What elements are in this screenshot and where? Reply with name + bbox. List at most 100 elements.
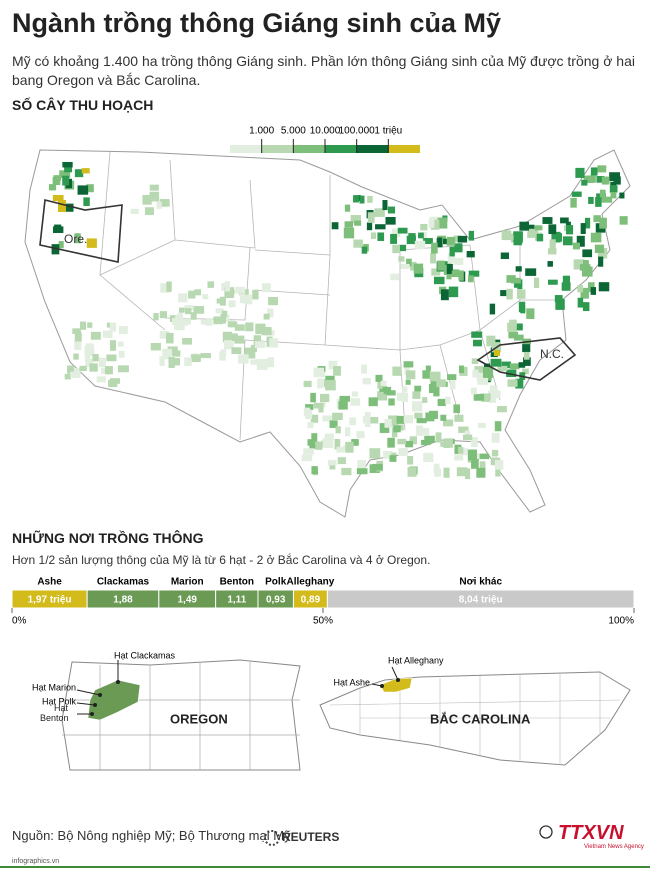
county-shade [334,439,341,450]
county-shade [593,215,601,223]
county-shade [335,426,341,434]
county-shade [235,286,246,294]
county-shade [92,354,99,362]
county-shade [588,175,596,183]
county-shade [507,379,518,387]
county-shade [595,197,602,207]
county-shade [383,450,393,459]
county-shade [549,239,556,250]
county-shade [425,412,435,422]
county-shade [500,252,510,260]
county-shade [393,425,401,433]
county-shade [579,264,591,271]
county-shade [421,232,427,240]
county-shade [301,454,313,462]
county-shade [454,444,462,454]
county-shade [447,253,456,264]
county-shade [357,460,366,469]
county-shade [503,235,514,241]
copyright-mark [539,825,553,839]
county-shade [303,448,314,455]
county-shade [409,436,417,445]
county-shade [401,392,409,402]
county-shade [193,306,205,314]
county-shade [263,313,270,320]
county-shade [322,415,334,422]
county-shade [430,252,436,264]
county-shade [446,273,452,280]
county-shade [90,331,101,340]
county-shade [453,257,464,265]
county-shade [583,175,595,184]
county-shade [234,335,245,344]
county-shade [398,244,407,252]
county-shade [596,175,605,183]
county-shade [397,227,408,234]
county-shade [590,232,602,243]
legend-swatch [293,145,325,153]
county-shade [400,263,410,270]
county-shade [494,350,500,356]
county-shade [445,396,451,405]
county-shade [102,330,113,338]
county-shade [494,421,502,432]
county-shade [489,385,498,393]
county-shade [351,391,358,397]
county-shade [610,192,617,199]
county-shade [453,235,462,242]
county-shade [309,443,317,449]
county-shade [160,283,171,293]
county-shade [597,165,607,173]
county-shade [458,446,464,454]
county-shade [318,403,324,413]
county-shade [79,321,87,330]
county-shade [404,364,410,376]
county-shade [356,468,368,475]
subtitle: Mỹ có khoảng 1.400 ha trồng thông Giáng … [12,53,635,88]
county-shade [464,468,471,480]
county-shade [149,191,160,202]
county-shade [501,361,511,369]
county-shade [601,196,613,203]
county-shade [184,357,192,367]
county-shade [454,245,463,252]
county-shade [542,217,553,224]
county-shade [468,275,474,283]
county-shade [325,380,336,391]
county-shade [261,283,271,293]
county-shade [85,343,94,353]
county-shade [523,357,531,366]
county-shade [506,369,517,378]
county-shade [473,393,485,401]
county-shade [343,227,355,239]
county-shade [104,366,113,375]
county-shade [387,206,396,214]
county-shade [223,314,230,322]
county-shade [390,233,398,244]
county-shade [406,235,416,245]
county-shade [526,308,535,319]
county-shade [388,415,399,427]
county-shade [375,224,386,230]
county-shade [446,263,453,275]
county-shade [216,298,224,304]
county-shade [430,219,440,230]
county-shade [392,366,402,376]
pointer-dots [90,678,400,716]
county-shade [384,418,392,428]
county-shade [320,393,330,403]
county-shade [388,398,395,406]
legend-swatch [230,145,262,153]
county-shade [456,467,468,477]
county-shade [190,312,197,320]
county-shade [374,208,385,217]
county-shade [333,366,341,376]
county-shade [172,350,181,357]
county-shade [53,175,62,181]
county-shade [150,343,161,351]
legend-label: 5.000 [281,126,306,137]
county-shade [159,311,167,319]
county-shade [428,218,435,228]
